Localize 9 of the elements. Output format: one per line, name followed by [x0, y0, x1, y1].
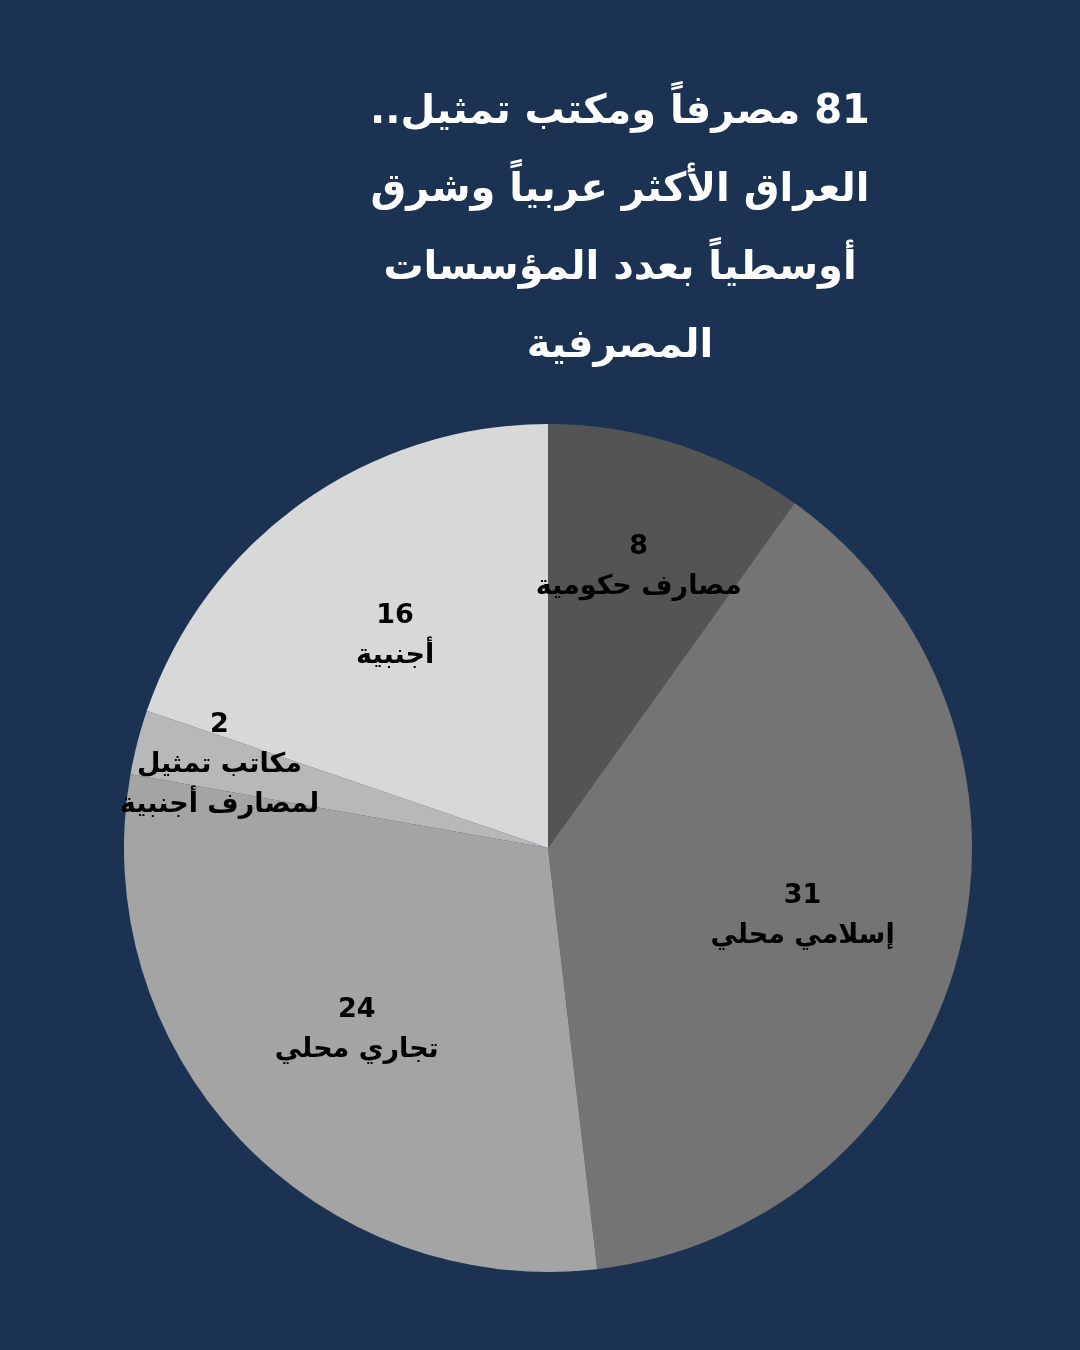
slice-label: إسلامي محلي: [709, 916, 896, 952]
data-label: 16: [375, 597, 415, 632]
data-label: 24: [337, 991, 377, 1026]
chart-title: 81 مصرفاً ومكتب تمثيل.. العراق الأكثر عربياً وشرق أوسطياً بعدد المؤسسات المصرفية: [369, 80, 871, 369]
slice-label: أجنبية: [355, 635, 436, 672]
slice-label: تجاري محلي: [273, 1031, 440, 1066]
data-label: 8: [628, 528, 649, 563]
data-label: 31: [782, 876, 823, 911]
data-label: 2: [209, 706, 230, 741]
